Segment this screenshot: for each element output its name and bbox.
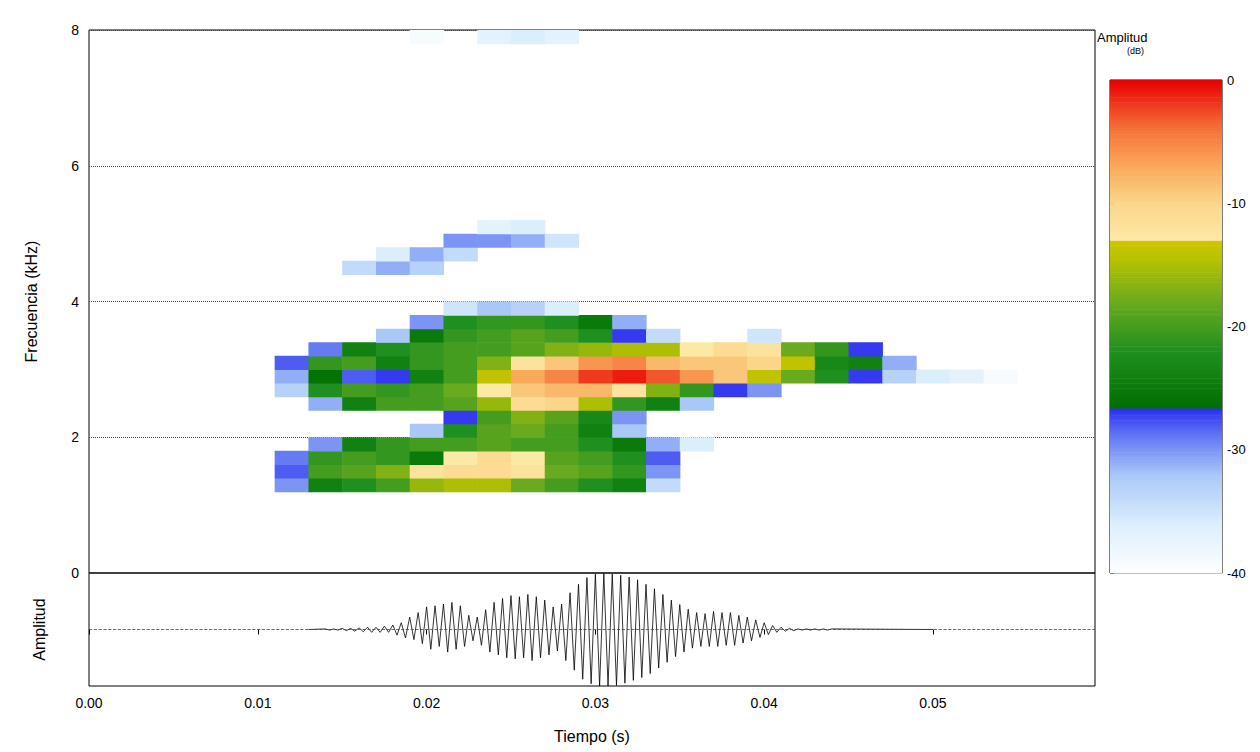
svg-text:Amplitud: Amplitud bbox=[1097, 30, 1148, 45]
svg-text:Tiempo (s): Tiempo (s) bbox=[554, 728, 630, 745]
svg-text:0: 0 bbox=[71, 565, 79, 581]
svg-text:0.00: 0.00 bbox=[75, 695, 102, 711]
svg-text:Amplitud: Amplitud bbox=[31, 598, 48, 660]
svg-text:0: 0 bbox=[1227, 73, 1234, 88]
svg-text:4: 4 bbox=[71, 294, 79, 310]
svg-text:6: 6 bbox=[71, 158, 79, 174]
svg-text:0.05: 0.05 bbox=[919, 695, 946, 711]
svg-text:-10: -10 bbox=[1227, 196, 1246, 211]
svg-text:8: 8 bbox=[71, 22, 79, 38]
svg-text:(dB): (dB) bbox=[1127, 46, 1144, 56]
svg-text:0.01: 0.01 bbox=[244, 695, 271, 711]
svg-text:0.03: 0.03 bbox=[582, 695, 609, 711]
svg-text:0.04: 0.04 bbox=[751, 695, 778, 711]
svg-text:-20: -20 bbox=[1227, 319, 1246, 334]
svg-text:-40: -40 bbox=[1227, 566, 1246, 581]
svg-text:-30: -30 bbox=[1227, 442, 1246, 457]
svg-text:2: 2 bbox=[71, 429, 79, 445]
svg-text:0.02: 0.02 bbox=[413, 695, 440, 711]
svg-text:Frecuencia (kHz): Frecuencia (kHz) bbox=[23, 241, 40, 363]
